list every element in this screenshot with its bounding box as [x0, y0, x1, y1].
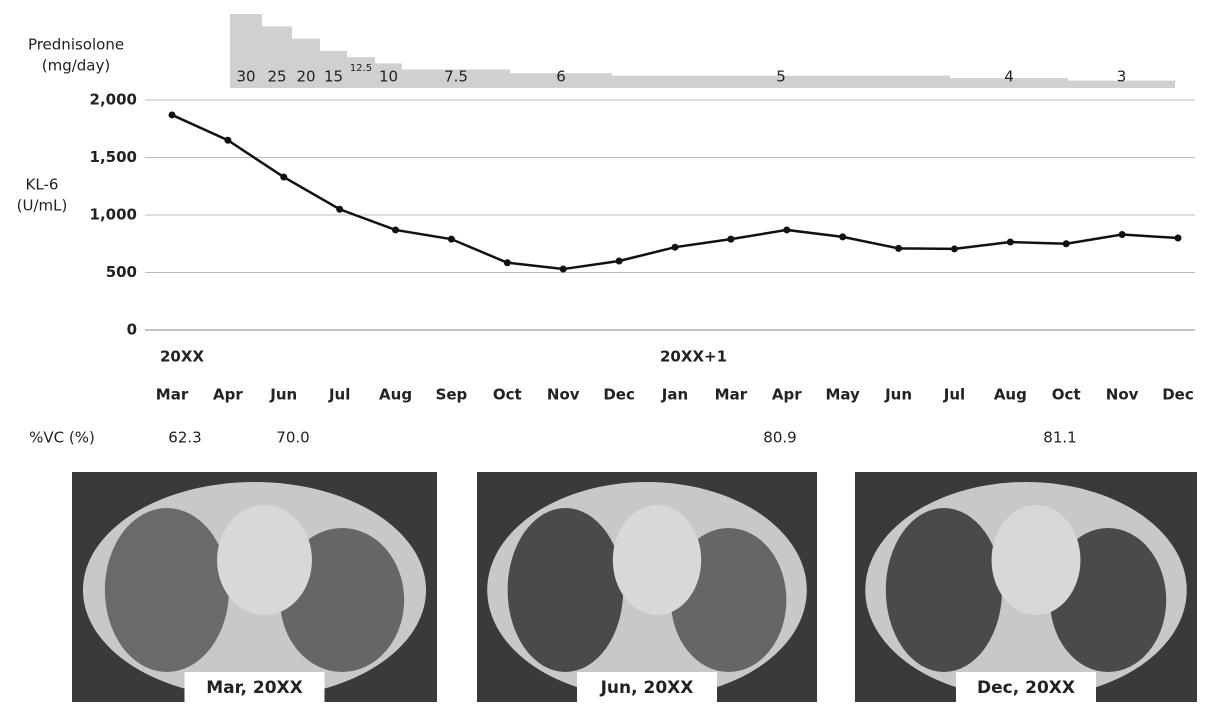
- pred-dose-label: 6: [556, 68, 566, 86]
- kl6-point: [336, 206, 343, 213]
- x-tick-label: Jul: [328, 386, 350, 404]
- kl6-point: [839, 233, 846, 240]
- pred-dose-label: 15: [324, 68, 343, 86]
- ct-lung: [508, 508, 624, 672]
- kl6-point: [392, 226, 399, 233]
- kl6-point: [1007, 239, 1014, 246]
- x-tick-label: Apr: [772, 386, 802, 404]
- y-tick-label: 2,000: [90, 91, 137, 109]
- y-tick-label: 500: [106, 263, 137, 281]
- x-tick-label: Oct: [1052, 386, 1081, 404]
- ct-heart: [992, 505, 1081, 615]
- kl6-point: [169, 111, 176, 118]
- x-tick-label: Nov: [1106, 386, 1139, 404]
- y-axis-label: KL-6: [26, 176, 59, 194]
- year-label: 20XX+1: [660, 348, 727, 366]
- caption: Dec, 20XX: [977, 678, 1075, 698]
- x-tick-label: Aug: [379, 386, 412, 404]
- kl6-point: [504, 259, 511, 266]
- kl6-point: [448, 236, 455, 243]
- kl6-point: [727, 236, 734, 243]
- chart: Prednisolone (mg/day) KL-6 (U/mL) %VC (%…: [0, 0, 1210, 702]
- y-tick-label: 1,000: [90, 206, 137, 224]
- caption: Mar, 20XX: [206, 678, 303, 698]
- kl6-point: [224, 137, 231, 144]
- x-tick-label: Mar: [715, 386, 748, 404]
- pred-dose-label: 4: [1004, 68, 1014, 86]
- pred-dose-label: 25: [267, 68, 286, 86]
- kl6-point: [1063, 240, 1070, 247]
- x-tick-label: Nov: [547, 386, 580, 404]
- x-tick-label: May: [825, 386, 860, 404]
- kl6-point: [1119, 231, 1126, 238]
- x-tick-label: Dec: [603, 386, 635, 404]
- vc-value: 62.3: [168, 429, 201, 447]
- caption: Jun, 20XX: [600, 678, 694, 698]
- y-axis-label: (U/mL): [17, 197, 68, 215]
- kl6-point: [895, 245, 902, 252]
- y-tick-label: 0: [127, 321, 137, 339]
- pred-dose-label: 7.5: [444, 68, 468, 86]
- kl6-point: [672, 244, 679, 251]
- x-tick-label: Aug: [994, 386, 1027, 404]
- ct-heart: [613, 505, 701, 615]
- x-tick-label: Jun: [884, 386, 912, 404]
- vc-label: %VC (%): [29, 429, 95, 447]
- kl6-point: [951, 245, 958, 252]
- pred-dose-label: 5: [776, 68, 786, 86]
- kl6-point: [1175, 235, 1182, 242]
- pred-label: Prednisolone: [28, 36, 124, 54]
- x-tick-label: Jul: [943, 386, 965, 404]
- ct-lung: [886, 508, 1002, 672]
- year-label: 20XX: [160, 348, 204, 366]
- vc-value: 81.1: [1043, 429, 1076, 447]
- vc-value: 70.0: [276, 429, 309, 447]
- pred-dose-label: 30: [236, 68, 255, 86]
- x-tick-label: Dec: [1162, 386, 1194, 404]
- kl6-point: [560, 266, 567, 273]
- kl6-point: [616, 258, 623, 265]
- y-tick-label: 1,500: [90, 148, 137, 166]
- ct-heart: [217, 505, 312, 615]
- pred-dose-label: 3: [1117, 68, 1127, 86]
- pred-dose-label: 12.5: [350, 63, 372, 74]
- pred-dose-label: 20: [296, 68, 315, 86]
- x-tick-label: Apr: [213, 386, 243, 404]
- x-tick-label: Sep: [436, 386, 468, 404]
- kl6-point: [280, 174, 287, 181]
- pred-label: (mg/day): [42, 57, 110, 75]
- x-tick-label: Jan: [661, 386, 688, 404]
- vc-value: 80.9: [763, 429, 796, 447]
- x-tick-label: Mar: [156, 386, 189, 404]
- x-tick-label: Oct: [493, 386, 522, 404]
- pred-dose-label: 10: [379, 68, 398, 86]
- x-tick-label: Jun: [269, 386, 297, 404]
- ct-lung: [105, 508, 229, 672]
- kl6-point: [783, 226, 790, 233]
